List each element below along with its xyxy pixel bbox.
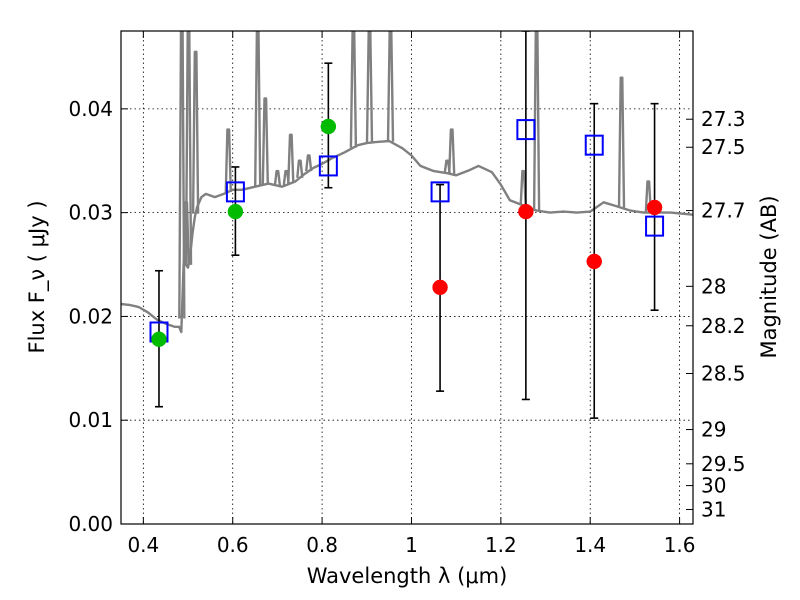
emission-line — [349, 31, 358, 148]
emission-line — [224, 128, 232, 192]
emission-line — [287, 133, 295, 184]
emission-line — [305, 154, 313, 172]
right-tick-label: 27.7 — [701, 199, 746, 223]
right-tick-label: 27.3 — [701, 107, 746, 131]
emission-line — [644, 180, 652, 213]
emission-line — [254, 31, 262, 187]
plot-background — [121, 31, 693, 524]
right-tick-label: 28 — [701, 274, 726, 298]
plot-frame — [120, 30, 694, 525]
right-tick-label: 28.2 — [701, 314, 746, 338]
model-flux-square — [225, 181, 245, 203]
x-tick-label: 1 — [405, 533, 418, 557]
model-flux-square — [584, 134, 604, 156]
model-flux-square — [318, 155, 338, 177]
emission-line — [191, 50, 200, 214]
emission-line — [261, 97, 269, 185]
model-flux-square — [516, 119, 536, 141]
axis-ticks: 0.4 0.6 0.8 1 1.2 1.4 1.6 0.00 0.01 0.02 0.03 0.04 2… — [68, 31, 746, 557]
emission-line — [365, 31, 374, 143]
emission-line — [443, 159, 451, 174]
y-tick-label: 0.02 — [68, 304, 113, 328]
emission-line — [273, 169, 282, 186]
red-flux-point — [586, 253, 602, 270]
red-flux-point — [432, 279, 448, 296]
emission-line — [448, 128, 456, 175]
right-tick-label: 29.5 — [701, 452, 746, 476]
grid-lines — [121, 31, 693, 525]
model-flux-square — [645, 215, 665, 237]
y-tick-label: 0.04 — [68, 97, 113, 121]
x-tick-label: 0.4 — [127, 533, 159, 557]
y-axis-label: Flux F_ν ( μJy ) — [25, 200, 50, 353]
emission-line — [519, 169, 527, 206]
y-tick-label: 0.00 — [68, 512, 113, 536]
x-tick-label: 1.2 — [485, 533, 517, 557]
x-axis-label: Wavelength λ (μm) — [307, 564, 508, 588]
x-tick-label: 1.6 — [664, 533, 696, 557]
right-tick-label: 29 — [701, 418, 726, 442]
emission-line — [178, 31, 186, 319]
right-axis-label: Magnitude (AB) — [757, 195, 781, 358]
green-flux-point — [227, 203, 244, 220]
right-tick-label: 27.5 — [701, 135, 746, 159]
y-tick-label: 0.03 — [68, 201, 113, 225]
y-tick-label: 0.01 — [68, 408, 113, 432]
x-tick-label: 1.4 — [574, 533, 606, 557]
green-flux-point — [320, 118, 337, 135]
right-tick-label: 30 — [701, 474, 726, 498]
green-flux-point — [151, 331, 167, 348]
red-flux-point — [518, 203, 534, 220]
emission-line — [296, 159, 304, 179]
x-tick-label: 0.8 — [306, 533, 338, 557]
emission-line — [184, 31, 193, 265]
emission-line — [386, 31, 395, 142]
right-tick-label: 28.5 — [701, 362, 746, 386]
right-tick-label: 31 — [701, 497, 726, 521]
emission-line — [617, 76, 626, 208]
model-flux-square — [430, 181, 450, 203]
x-tick-label: 0.6 — [217, 533, 249, 557]
red-flux-point — [646, 199, 663, 216]
data-markers — [149, 118, 665, 348]
